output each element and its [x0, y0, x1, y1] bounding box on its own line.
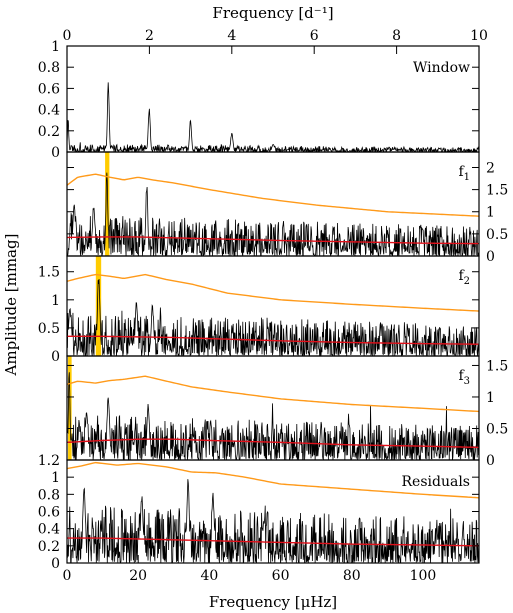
lower-threshold-line: [67, 236, 479, 245]
upper-threshold-line: [67, 273, 479, 312]
top-tick-label: 2: [145, 28, 154, 44]
x-tick-label: 40: [200, 568, 218, 584]
y-tick-label: 1.5: [486, 183, 508, 199]
panel-frame: [66, 459, 480, 564]
panel-f1: [67, 152, 479, 256]
y-tick-label: 1: [486, 205, 495, 221]
upper-threshold-line: [67, 375, 479, 413]
top-tick-label: 10: [470, 28, 488, 44]
y-tick-label: 0.5: [486, 227, 508, 243]
spectrum-line: [67, 172, 479, 256]
top-axis-title: Frequency [d⁻¹]: [212, 4, 333, 22]
y-tick-label: 0: [51, 145, 60, 161]
highlight-band: [105, 152, 110, 256]
top-tick-label: 6: [310, 28, 319, 44]
y-tick-label: 1.5: [38, 265, 60, 281]
spectrum-line: [67, 278, 479, 356]
panel-label: f2: [458, 268, 470, 287]
panel-label: f3: [458, 368, 470, 387]
panel-label: Residuals: [402, 474, 470, 490]
lower-threshold-line: [67, 537, 479, 547]
panel-f2: [67, 256, 479, 356]
y-tick-label: 0.6: [38, 505, 60, 521]
y-tick-label: 0.5: [38, 321, 60, 337]
y-tick-label: 1: [486, 390, 495, 406]
y-tick-label: 1: [51, 39, 60, 55]
x-tick-label: 20: [129, 568, 147, 584]
y-tick-label: 0.8: [38, 487, 60, 503]
y-tick-label: 0: [51, 349, 60, 365]
y-tick-label: 1: [51, 470, 60, 486]
y-tick-label: 0.4: [38, 103, 60, 119]
panel-f3: [67, 356, 479, 460]
y-tick-label: 0.2: [38, 539, 60, 555]
lower-threshold-line: [67, 438, 479, 449]
y-tick-label: 0.5: [486, 421, 508, 437]
y-tick-label: 2: [486, 160, 495, 176]
panels-layer: [67, 82, 479, 563]
y-tick-label: 0.2: [38, 124, 60, 140]
spectrum-line: [67, 479, 479, 563]
spectrum-line: [67, 82, 479, 152]
lower-threshold-line: [67, 335, 479, 345]
x-tick-label: 0: [63, 568, 72, 584]
y-tick-label: 0.8: [38, 60, 60, 76]
y-tick-label: 1.5: [486, 358, 508, 374]
panel-label: Window: [413, 60, 470, 76]
spectrum-line: [67, 372, 479, 460]
top-tick-label: 4: [227, 28, 236, 44]
top-tick-label: 8: [392, 28, 401, 44]
y-tick-label: 1: [51, 293, 60, 309]
y-tick-label: 0: [486, 453, 495, 469]
panel-label: f1: [458, 164, 470, 183]
y-axis-title: Amplitude [mmag]: [2, 234, 20, 377]
y-tick-label: 0.6: [38, 81, 60, 97]
y-tick-label: 0: [486, 249, 495, 265]
x-tick-label: 60: [272, 568, 290, 584]
upper-threshold-line: [67, 461, 479, 499]
bottom-axis-title: Frequency [μHz]: [209, 593, 337, 611]
y-tick-label: 0.4: [38, 522, 60, 538]
x-tick-label: 80: [343, 568, 361, 584]
top-tick-label: 0: [63, 28, 72, 44]
panel-Residuals: [67, 461, 479, 563]
x-tick-label: 100: [410, 568, 437, 584]
highlight-band: [95, 256, 102, 356]
upper-threshold-line: [67, 173, 479, 217]
panel-Window: [67, 82, 479, 152]
y-tick-label: 0: [51, 556, 60, 572]
y-tick-label: 1.2: [38, 453, 60, 469]
